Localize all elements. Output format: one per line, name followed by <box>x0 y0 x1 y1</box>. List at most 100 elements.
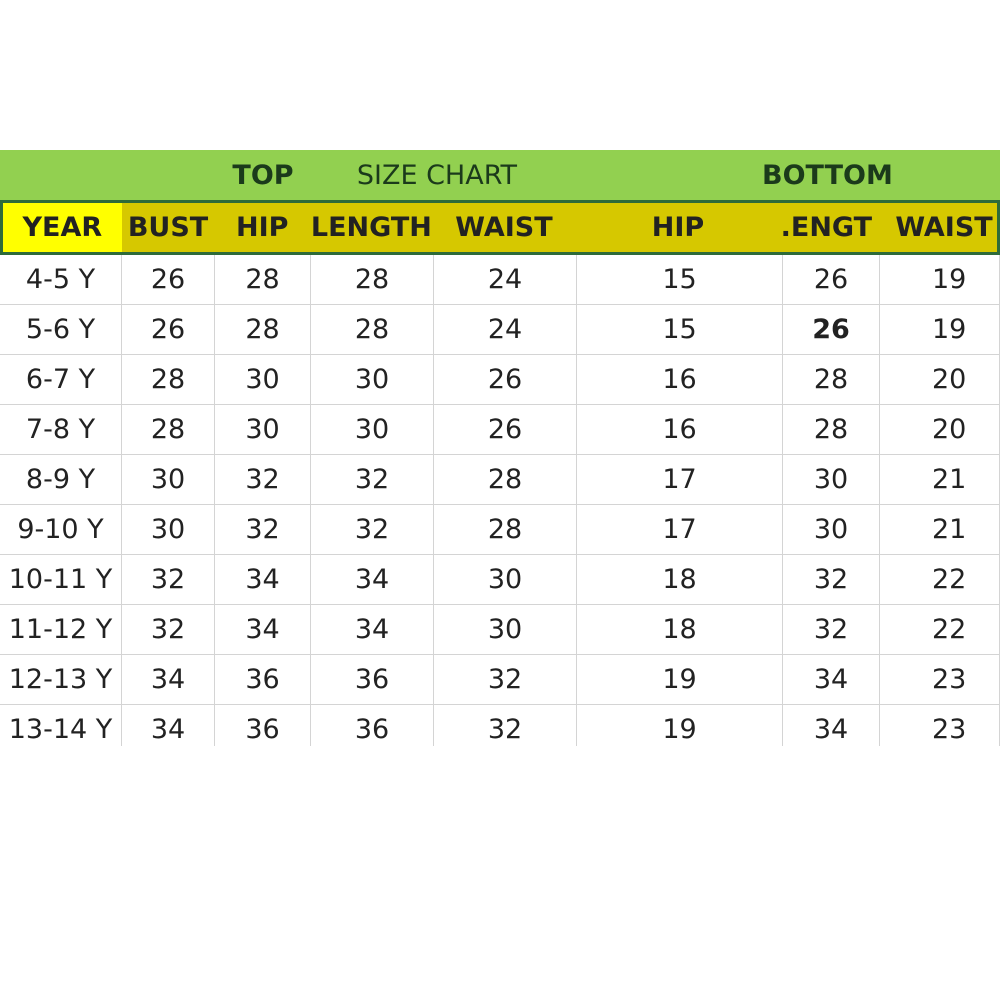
table-cell: 26 <box>122 255 215 305</box>
table-cell: 28 <box>783 355 880 405</box>
table-cell: 34 <box>783 655 880 705</box>
table-row: 6-7 Y 28 30 30 26 16 28 20 <box>0 355 1000 405</box>
table-cell: 28 <box>434 505 577 555</box>
table-cell: 32 <box>783 605 880 655</box>
table-cell: 36 <box>215 655 311 705</box>
table-cell: 34 <box>122 655 215 705</box>
table-cell: 19 <box>880 255 1000 305</box>
size-chart-title: SIZE CHART <box>356 159 517 191</box>
table-cell: 30 <box>215 355 311 405</box>
table-cell: 34 <box>215 555 311 605</box>
table-cell: 16 <box>577 355 783 405</box>
table-cell: 34 <box>311 605 434 655</box>
table-cell: 30 <box>783 455 880 505</box>
table-cell: 30 <box>434 605 577 655</box>
table-cell: 30 <box>311 355 434 405</box>
table-cell: 32 <box>311 455 434 505</box>
table-cell: 32 <box>311 505 434 555</box>
table-cell: 23 <box>880 655 1000 705</box>
header-row: YEAR BUST HIP LENGTH WAIST HIP .ENGT WAIST <box>0 200 1000 255</box>
table-row: 4-5 Y 26 28 28 24 15 26 19 <box>0 255 1000 305</box>
table-cell: 28 <box>215 255 311 305</box>
table-cell: 28 <box>783 405 880 455</box>
table-cell: 28 <box>122 405 215 455</box>
table-cell: 15 <box>577 255 783 305</box>
table-cell: 26 <box>783 255 880 305</box>
table-row: 10-11 Y 32 34 34 30 18 32 22 <box>0 555 1000 605</box>
table-cell: 30 <box>434 555 577 605</box>
table-row: 12-13 Y 34 36 36 32 19 34 23 <box>0 655 1000 705</box>
table-cell: 28 <box>215 305 311 355</box>
table-cell: 26 <box>434 405 577 455</box>
table-cell: 30 <box>122 505 215 555</box>
table-cell: 10-11 Y <box>0 555 122 605</box>
table-cell: 36 <box>311 705 434 746</box>
table-cell: 20 <box>880 355 1000 405</box>
table-cell: 12-13 Y <box>0 655 122 705</box>
table-cell: 4-5 Y <box>0 255 122 305</box>
table-cell: 26 <box>122 305 215 355</box>
table-cell: 21 <box>880 505 1000 555</box>
table-cell: 20 <box>880 405 1000 455</box>
table-cell: 32 <box>215 455 311 505</box>
table-cell: 19 <box>880 305 1000 355</box>
table-cell: 6-7 Y <box>0 355 122 405</box>
table-cell: 22 <box>880 555 1000 605</box>
table-row: 9-10 Y 30 32 32 28 17 30 21 <box>0 505 1000 555</box>
table-cell: 19 <box>577 705 783 746</box>
table-cell: 36 <box>311 655 434 705</box>
table-cell: 17 <box>577 455 783 505</box>
size-chart-table: TOP SIZE CHART BOTTOM YEAR BUST HIP LENGTH W… <box>0 150 1000 746</box>
table-cell: 26 <box>434 355 577 405</box>
table-cell: 18 <box>577 555 783 605</box>
table-cell: 17 <box>577 505 783 555</box>
table-cell: 11-12 Y <box>0 605 122 655</box>
title-row: TOP SIZE CHART BOTTOM <box>0 150 1000 200</box>
table-cell: 30 <box>215 405 311 455</box>
table-cell: 16 <box>577 405 783 455</box>
table-cell: 30 <box>311 405 434 455</box>
table-cell: 34 <box>311 555 434 605</box>
column-header: BUST <box>127 212 209 243</box>
table-cell: 34 <box>215 605 311 655</box>
table-row: 11-12 Y 32 34 34 30 18 32 22 <box>0 605 1000 655</box>
table-row: 7-8 Y 28 30 30 26 16 28 20 <box>0 405 1000 455</box>
table-cell: 24 <box>434 255 577 305</box>
table-cell: 30 <box>783 505 880 555</box>
table-cell: 28 <box>434 455 577 505</box>
table-cell: 26 <box>783 305 880 355</box>
column-header: HIP <box>235 212 289 243</box>
table-cell: 13-14 Y <box>0 705 122 746</box>
table-cell: 34 <box>122 705 215 746</box>
table-cell: 32 <box>122 605 215 655</box>
table-row: 13-14 Y 34 36 36 32 19 34 23 <box>0 705 1000 746</box>
column-header: HIP <box>651 212 705 243</box>
table-cell: 15 <box>577 305 783 355</box>
table-cell: 32 <box>122 555 215 605</box>
table-cell: 34 <box>783 705 880 746</box>
table-row: 5-6 Y 26 28 28 24 15 26 19 <box>0 305 1000 355</box>
table-cell: 9-10 Y <box>0 505 122 555</box>
table-cell: 32 <box>434 705 577 746</box>
column-header: YEAR <box>3 203 122 252</box>
column-header: LENGTH <box>310 212 432 243</box>
table-cell: 28 <box>122 355 215 405</box>
table-cell: 8-9 Y <box>0 455 122 505</box>
table-cell: 30 <box>122 455 215 505</box>
table-cell: 32 <box>783 555 880 605</box>
table-cell: 23 <box>880 705 1000 746</box>
table-cell: 32 <box>434 655 577 705</box>
table-cell: 32 <box>215 505 311 555</box>
table-cell: 36 <box>215 705 311 746</box>
table-cell: 24 <box>434 305 577 355</box>
table-cell: 5-6 Y <box>0 305 122 355</box>
table-cell: 28 <box>311 255 434 305</box>
table-cell: 7-8 Y <box>0 405 122 455</box>
table-cell: 18 <box>577 605 783 655</box>
column-header: WAIST <box>895 212 993 243</box>
table-cell: 21 <box>880 455 1000 505</box>
table-row: 8-9 Y 30 32 32 28 17 30 21 <box>0 455 1000 505</box>
column-header: .ENGT <box>780 212 873 243</box>
table-cell: 22 <box>880 605 1000 655</box>
table-cell: 19 <box>577 655 783 705</box>
